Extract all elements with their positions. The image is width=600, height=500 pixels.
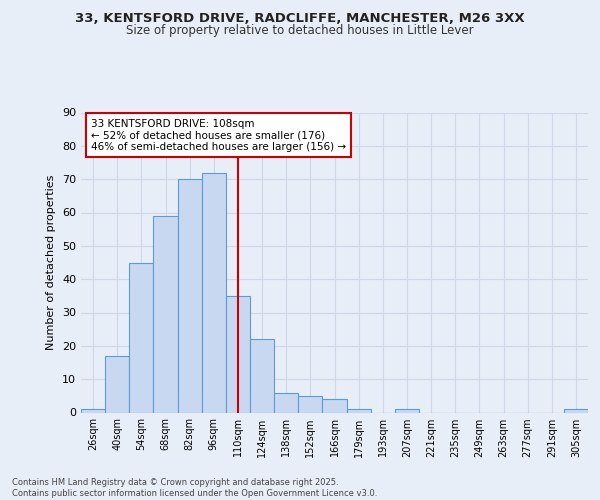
Bar	[347, 409, 371, 412]
Text: 33 KENTSFORD DRIVE: 108sqm
← 52% of detached houses are smaller (176)
46% of sem: 33 KENTSFORD DRIVE: 108sqm ← 52% of deta…	[91, 118, 346, 152]
Bar	[226, 296, 250, 412]
Text: 33, KENTSFORD DRIVE, RADCLIFFE, MANCHESTER, M26 3XX: 33, KENTSFORD DRIVE, RADCLIFFE, MANCHEST…	[75, 12, 525, 26]
Bar	[564, 409, 588, 412]
Bar	[202, 172, 226, 412]
Bar	[274, 392, 298, 412]
Bar	[105, 356, 129, 412]
Text: Size of property relative to detached houses in Little Lever: Size of property relative to detached ho…	[126, 24, 474, 37]
Text: Contains HM Land Registry data © Crown copyright and database right 2025.
Contai: Contains HM Land Registry data © Crown c…	[12, 478, 377, 498]
Bar	[178, 179, 202, 412]
Bar	[129, 262, 154, 412]
Bar	[154, 216, 178, 412]
Bar	[298, 396, 322, 412]
Bar	[81, 409, 105, 412]
Bar	[250, 339, 274, 412]
Y-axis label: Number of detached properties: Number of detached properties	[46, 175, 56, 350]
Bar	[395, 409, 419, 412]
Bar	[322, 399, 347, 412]
